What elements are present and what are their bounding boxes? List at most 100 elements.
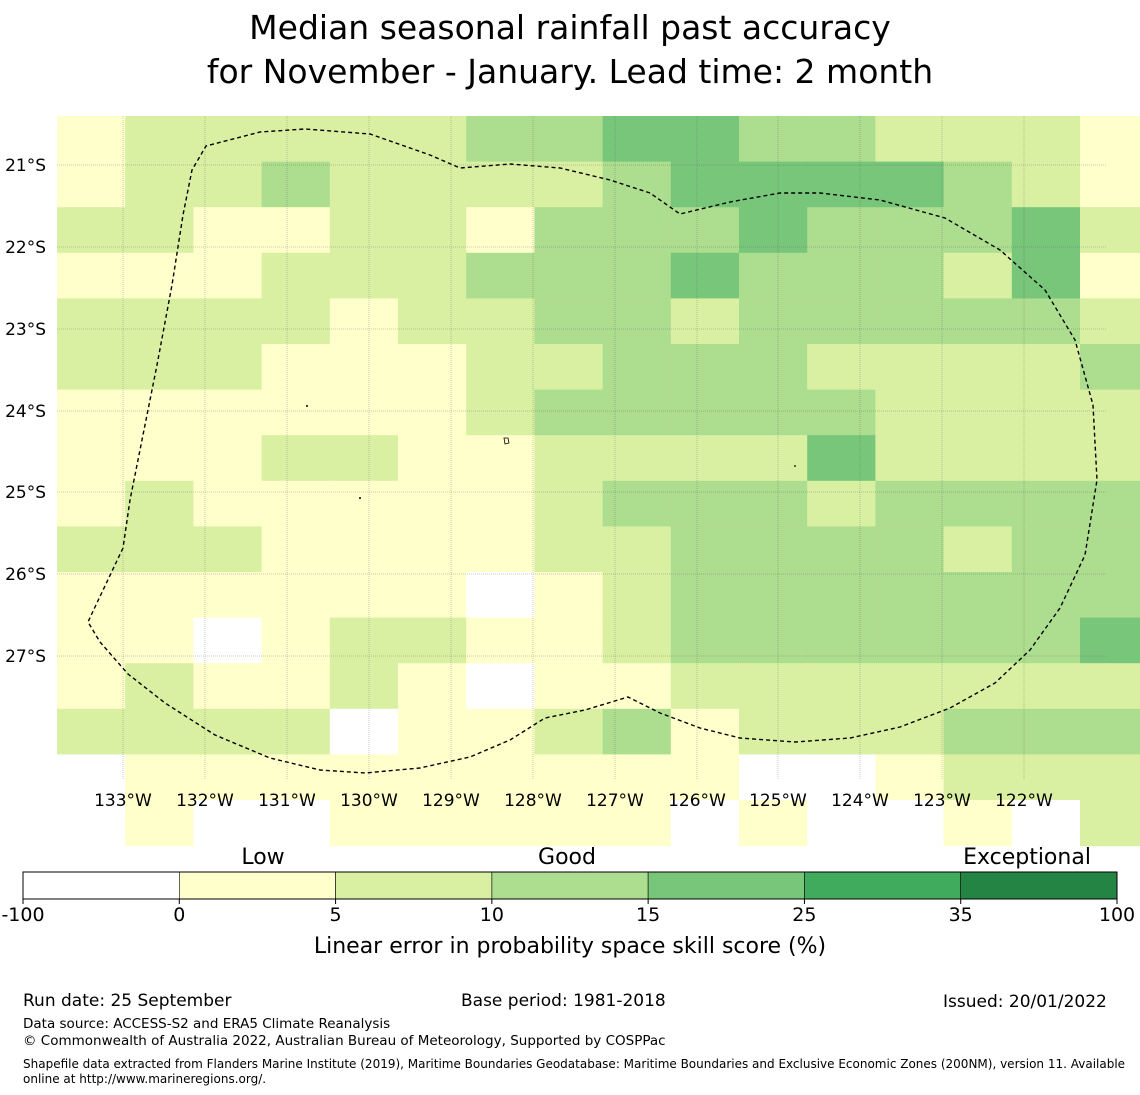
grid-cell xyxy=(534,116,604,163)
grid-cell xyxy=(125,663,194,710)
grid-cell xyxy=(943,435,1013,482)
grid-cell xyxy=(1011,298,1081,345)
grid-cell xyxy=(602,435,672,482)
legend-group-low: Low xyxy=(241,845,284,870)
colorbar-swatch xyxy=(647,871,805,900)
lon-tick-label: 122°W xyxy=(995,791,1053,811)
grid-cell xyxy=(875,526,945,573)
grid-cell xyxy=(1080,252,1140,299)
lon-tick-label: 130°W xyxy=(340,791,398,811)
grid-cell xyxy=(1011,116,1081,163)
grid-cell xyxy=(1080,663,1140,710)
grid-cell xyxy=(739,207,808,254)
grid-cell xyxy=(1011,389,1081,436)
grid-cell xyxy=(329,800,399,847)
grid-cell xyxy=(875,480,945,527)
grid-cell xyxy=(602,617,672,664)
title-line-2: for November - January. Lead time: 2 mon… xyxy=(206,52,934,91)
grid-cell xyxy=(261,344,331,391)
colorbar-tick-label: 10 xyxy=(480,904,504,926)
lat-tick-label: 22°S xyxy=(5,238,46,258)
lon-tick-label: 133°W xyxy=(94,791,152,811)
grid-cell xyxy=(943,344,1013,391)
grid-cell xyxy=(261,252,331,299)
grid-cell xyxy=(125,480,194,527)
grid-cell xyxy=(739,344,808,391)
colorbar-swatch xyxy=(804,871,962,900)
grid-cell xyxy=(466,161,535,208)
grid-cell xyxy=(807,708,876,755)
graticule xyxy=(57,116,1106,780)
colorbar-tick-label: 25 xyxy=(792,904,816,926)
grid-cell xyxy=(807,344,876,391)
grid-cell xyxy=(943,116,1013,163)
lon-tick-label: 128°W xyxy=(504,791,562,811)
grid-cell xyxy=(534,617,604,664)
grid-cell xyxy=(261,480,331,527)
grid-cell xyxy=(57,708,126,755)
grid-cell xyxy=(466,207,535,254)
grid-cell xyxy=(329,480,399,527)
grid-cell xyxy=(1011,344,1081,391)
grid-cell xyxy=(261,754,331,801)
title-line-1: Median seasonal rainfall past accuracy xyxy=(249,8,891,47)
grid-cell xyxy=(670,344,740,391)
grid-cell xyxy=(534,663,604,710)
skill-grid xyxy=(57,116,1140,847)
grid-cell xyxy=(261,572,331,619)
grid-cell xyxy=(261,526,331,573)
grid-cell xyxy=(329,298,399,345)
grid-cell xyxy=(1080,344,1140,391)
grid-cell xyxy=(398,298,467,345)
grid-cell xyxy=(1080,754,1140,801)
grid-cell xyxy=(193,161,263,208)
grid-cell xyxy=(602,663,672,710)
grid-cell xyxy=(125,572,194,619)
grid-cell xyxy=(57,298,126,345)
grid-cell xyxy=(534,800,604,847)
grid-cell xyxy=(193,572,263,619)
colorbar-tick-label: -100 xyxy=(1,904,44,926)
grid-cell xyxy=(739,708,808,755)
colorbar: -100 0 5 10 15 25 35 100 Low Good Exceptional L… xyxy=(1,845,1135,959)
grid-cell xyxy=(875,708,945,755)
grid-cell xyxy=(1080,708,1140,755)
grid-cell xyxy=(670,298,740,345)
grid-cell xyxy=(398,708,467,755)
grid-cell xyxy=(875,663,945,710)
grid-cell xyxy=(602,800,672,847)
grid-cell xyxy=(807,617,876,664)
grid-cell xyxy=(125,207,194,254)
grid-cell xyxy=(875,116,945,163)
lat-tick-label: 23°S xyxy=(5,320,46,340)
grid-cell xyxy=(943,617,1013,664)
grid-cell xyxy=(1080,617,1140,664)
grid-cell xyxy=(943,708,1013,755)
grid-cell xyxy=(875,298,945,345)
grid-cell xyxy=(739,480,808,527)
grid-cell xyxy=(57,663,126,710)
island-marker xyxy=(306,405,308,407)
grid-cell xyxy=(943,389,1013,436)
colorbar-swatch xyxy=(335,871,493,900)
grid-cell xyxy=(125,435,194,482)
chart-title: Median seasonal rainfall past accuracy f… xyxy=(0,6,1140,94)
colorbar-axis-title: Linear error in probability space skill … xyxy=(314,934,826,959)
grid-cell xyxy=(1080,207,1140,254)
grid-cell xyxy=(739,572,808,619)
grid-cell xyxy=(943,480,1013,527)
grid-cell xyxy=(1011,207,1081,254)
grid-cell xyxy=(125,298,194,345)
grid-cell xyxy=(329,526,399,573)
longitude-labels: 133°W 132°W 131°W 130°W 129°W 128°W 127°W 126°W… xyxy=(94,791,1053,811)
grid-cell xyxy=(943,572,1013,619)
grid-cell xyxy=(739,435,808,482)
grid-cell xyxy=(466,617,535,664)
grid-cell xyxy=(125,389,194,436)
grid-cell xyxy=(943,207,1013,254)
grid-cell xyxy=(57,800,126,847)
colorbar-tick-label: 15 xyxy=(636,904,660,926)
grid-cell xyxy=(193,800,263,847)
grid-cell xyxy=(807,526,876,573)
grid-cell xyxy=(1080,298,1140,345)
